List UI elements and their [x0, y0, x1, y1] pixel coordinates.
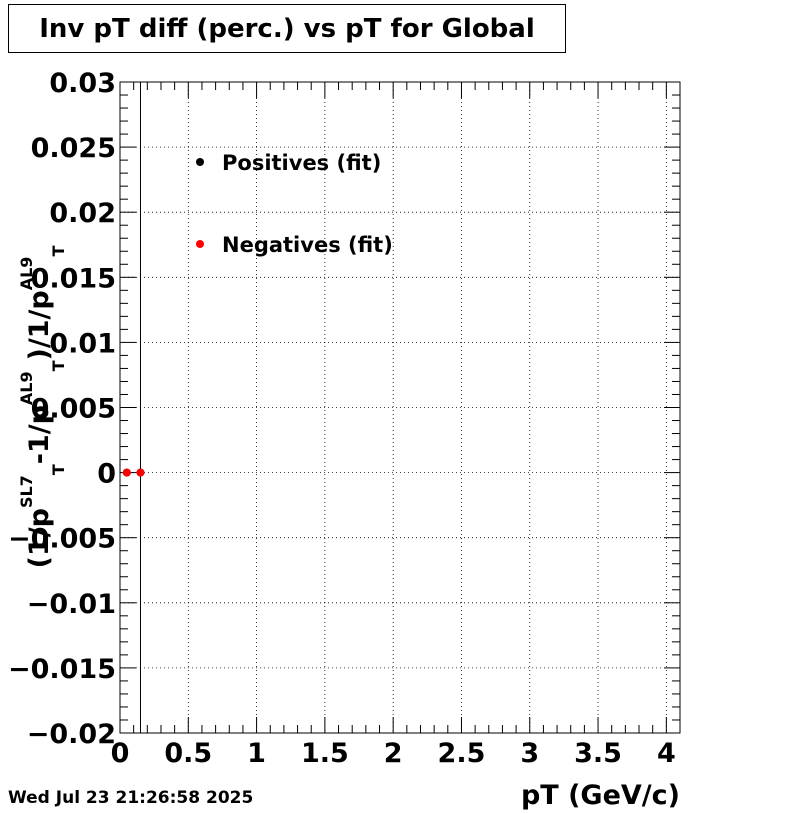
x-tick-label: 0.5	[164, 738, 212, 769]
y-axis-label-part: AL9	[17, 371, 36, 405]
x-tick-label: 4	[657, 738, 676, 769]
y-tick-label: 0	[97, 459, 116, 490]
y-tick-label: 0.03	[49, 68, 116, 99]
y-tick-label: 0.02	[49, 198, 116, 229]
x-tick-label: 2.5	[438, 738, 486, 769]
data-point	[136, 468, 145, 477]
x-tick-label: 3.5	[574, 738, 622, 769]
y-axis-label-text: (1/pSL7T-1/pAL9T)/1/pAL9T	[17, 246, 68, 569]
y-tick-label: −0.01	[27, 589, 116, 620]
y-tick-label: −0.02	[27, 719, 116, 750]
x-tick-label: 0	[111, 738, 130, 769]
y-axis-label-part: T	[49, 246, 68, 257]
x-axis-label: pT (GeV/c)	[520, 780, 680, 811]
y-axis-label-part: )/1/p	[24, 290, 55, 360]
y-tick-label: −0.015	[8, 654, 116, 685]
legend-entry: Negatives (fit)	[222, 233, 393, 257]
y-axis-label-part: SL7	[17, 475, 36, 508]
y-axis-label-part: -1/p	[24, 405, 55, 464]
footer-date: Wed Jul 23 21:26:58 2025	[8, 788, 254, 808]
x-tick-label: 3	[520, 738, 539, 769]
x-tick-label: 1	[247, 738, 266, 769]
y-tick-label: 0.005	[31, 394, 116, 425]
y-axis-label-part: T	[49, 360, 68, 371]
x-tick-label: 1.5	[301, 738, 349, 769]
y-axis-label-part: AL9	[17, 257, 36, 291]
y-tick-label: −0.005	[8, 524, 116, 555]
y-axis-label-part: T	[49, 464, 68, 475]
legend-marker	[196, 158, 204, 166]
data-point	[122, 468, 131, 477]
chart-title: Inv pT diff (perc.) vs pT for Global	[8, 4, 566, 53]
legend-entry: Positives (fit)	[222, 151, 381, 175]
y-axis-label-part: (1/p	[24, 508, 55, 568]
y-tick-label: 0.015	[31, 263, 116, 294]
y-tick-label: 0.01	[49, 328, 116, 359]
y-axis-label: (1/pSL7T-1/pAL9T)/1/pAL9T	[17, 246, 68, 569]
legend-marker	[196, 240, 204, 248]
y-tick-label: 0.025	[31, 133, 116, 164]
x-tick-label: 2	[384, 738, 403, 769]
